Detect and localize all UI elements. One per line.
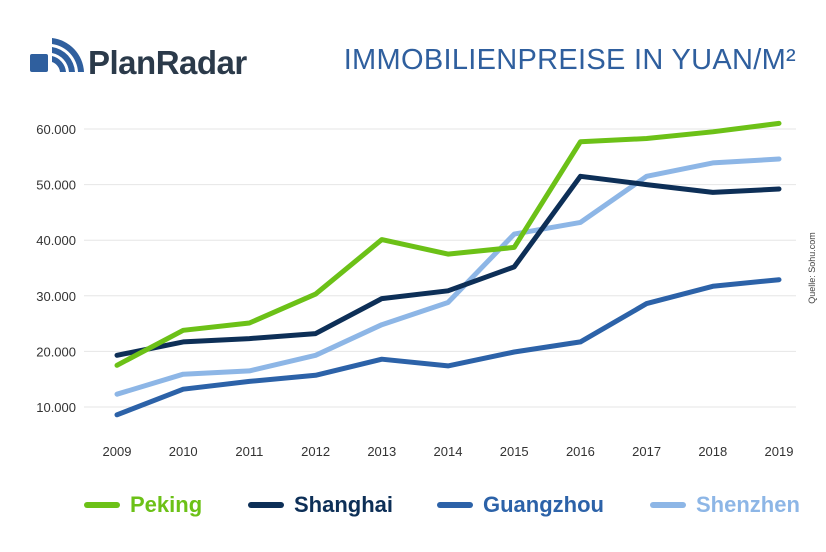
- planradar-logo: [28, 34, 268, 94]
- y-tick-label: 20.000: [36, 344, 76, 359]
- brand-name: PlanRadar: [88, 44, 247, 81]
- y-axis-ticks: 10.000 20.000 30.000 40.000 50.000 60.000: [36, 122, 76, 415]
- legend-swatch-peking: [84, 502, 120, 508]
- x-tick-label: 2012: [301, 444, 330, 459]
- y-tick-label: 50.000: [36, 178, 76, 193]
- x-tick-label: 2011: [235, 444, 263, 459]
- legend-item-shanghai: Shanghai: [248, 488, 393, 522]
- x-tick-label: 2016: [566, 444, 595, 459]
- x-tick-label: 2017: [632, 444, 661, 459]
- y-tick-label: 40.000: [36, 233, 76, 248]
- y-tick-label: 30.000: [36, 289, 76, 304]
- legend-label-peking: Peking: [130, 492, 203, 517]
- source-note: Quelle: Sohu.com: [807, 232, 817, 304]
- x-tick-label: 2018: [698, 444, 727, 459]
- legend-label-shenzhen: Shenzhen: [696, 492, 800, 517]
- series-line-shenzhen: [114, 156, 782, 397]
- legend-label-shanghai: Shanghai: [294, 492, 394, 517]
- y-tick-label: 10.000: [36, 400, 76, 415]
- chart-title: IMMOBILIENPREISE IN YUAN/M²: [343, 44, 796, 76]
- series-line-shanghai: [114, 173, 782, 358]
- x-tick-label: 2014: [434, 444, 463, 459]
- legend-swatch-shanghai: [248, 502, 284, 508]
- y-tick-label: 60.000: [36, 122, 76, 137]
- x-tick-label: 2009: [103, 444, 132, 459]
- radar-logo-icon: [30, 38, 84, 72]
- series-line-peking: [114, 120, 782, 368]
- series-line-guangzhou: [114, 277, 782, 418]
- legend-swatch-guangzhou: [437, 502, 473, 508]
- legend-item-shenzhen: Shenzhen: [650, 488, 800, 522]
- legend-label-guangzhou: Guangzhou: [483, 492, 604, 517]
- x-axis-ticks: 2009 2010 2011 2012 2013 2014 2015 2016 2017 2018…: [103, 444, 794, 459]
- legend-swatch-shenzhen: [650, 502, 686, 508]
- x-tick-label: 2010: [169, 444, 198, 459]
- x-tick-label: 2015: [500, 444, 529, 459]
- legend-item-guangzhou: Guangzhou: [437, 488, 604, 522]
- x-tick-label: 2013: [367, 444, 396, 459]
- legend-item-peking: Peking: [84, 488, 202, 522]
- series-lines: [114, 120, 782, 418]
- x-tick-label: 2019: [765, 444, 794, 459]
